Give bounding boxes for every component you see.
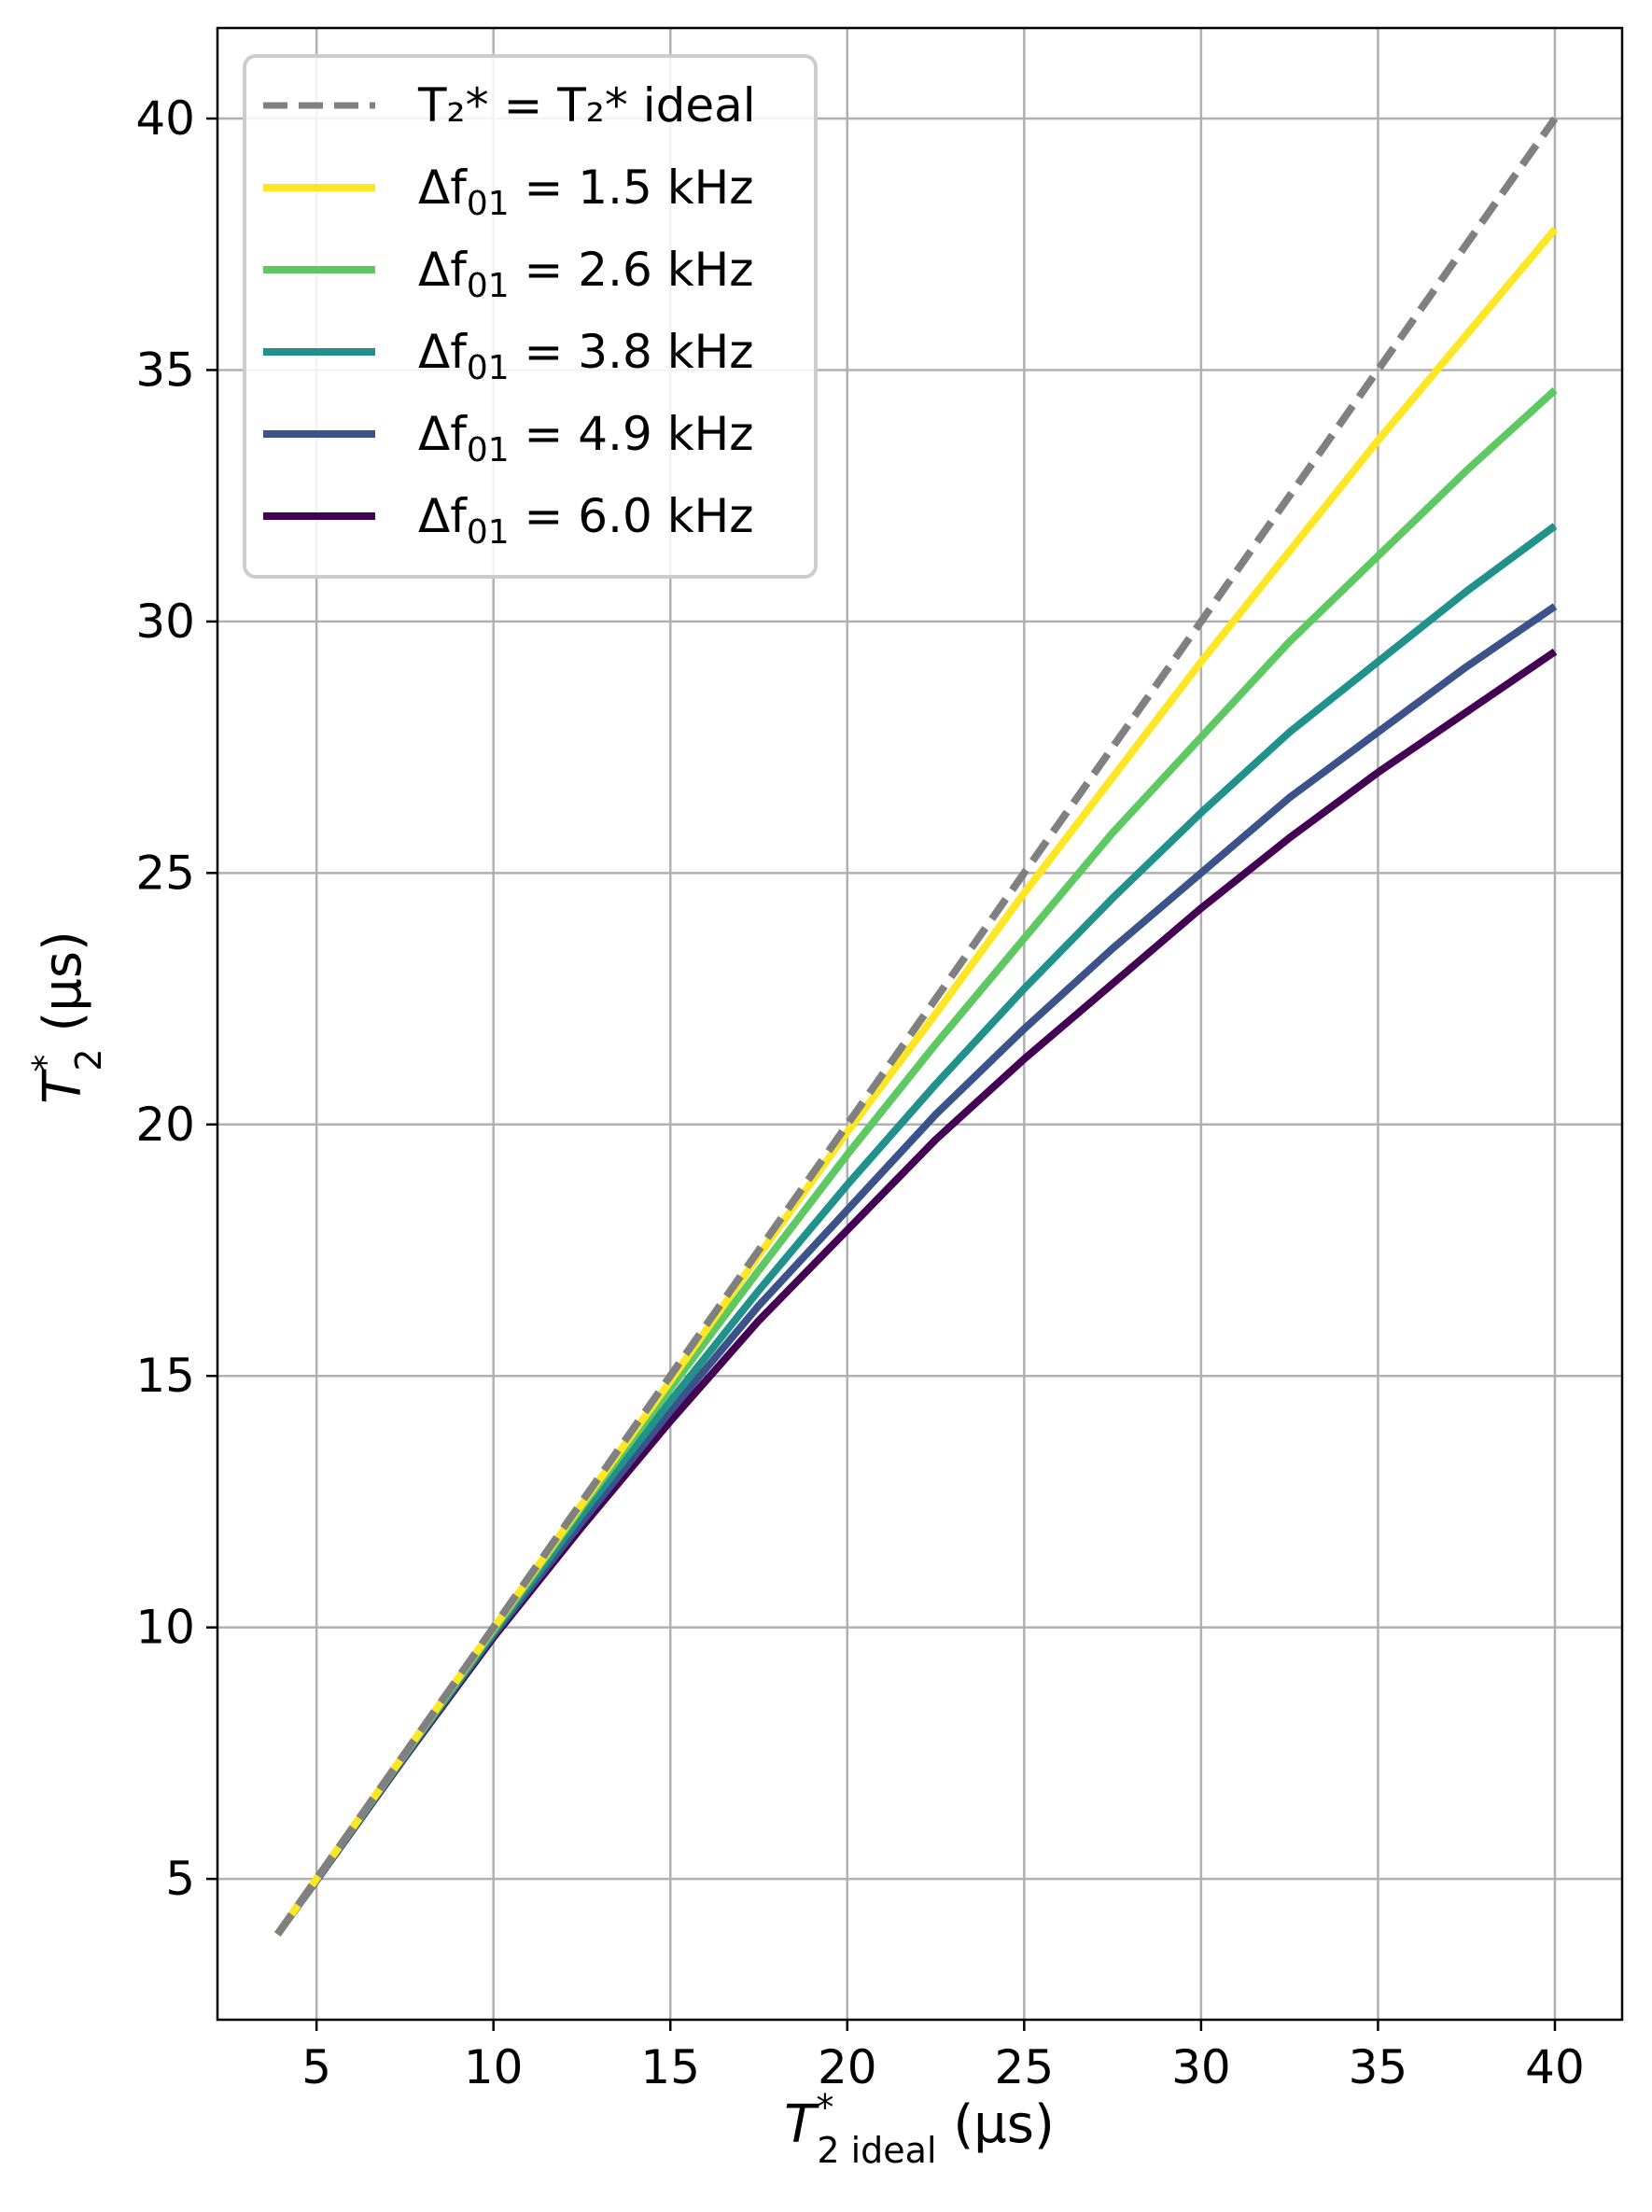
y-tick-label: 25	[135, 846, 195, 900]
legend-label-3-8-khz: Δf01 = 3.8 kHz	[418, 325, 754, 387]
y-tick-label: 30	[135, 595, 195, 649]
y-tick-label: 15	[135, 1349, 195, 1403]
legend-label-1-5-khz: Δf01 = 1.5 kHz	[418, 161, 754, 223]
x-tick-label: 10	[464, 2040, 524, 2094]
series-line-ideal	[274, 116, 1559, 1937]
legend-label-6-0-khz: Δf01 = 6.0 kHz	[418, 489, 754, 552]
y-tick-label: 10	[135, 1601, 195, 1655]
x-axis-label: T* 2 ideal (μs)	[784, 2087, 1055, 2171]
y-tick-label: 40	[135, 91, 195, 146]
legend-label-2-6-khz: Δf01 = 2.6 kHz	[418, 243, 754, 305]
x-tick-label: 35	[1349, 2040, 1408, 2094]
plot-frame	[216, 26, 1624, 2022]
x-tick-label: 15	[640, 2040, 700, 2094]
y-tick-label: 20	[135, 1098, 195, 1152]
y-tick-label: 5	[165, 1852, 195, 1906]
series-lines	[274, 116, 1559, 1937]
x-tick-label: 40	[1525, 2040, 1585, 2094]
legend-box	[243, 54, 818, 579]
x-tick-label: 20	[818, 2040, 877, 2094]
y-axis-label: T*2 (μs)	[25, 931, 109, 1104]
legend: T₂* = T₂* ideal Δf01 = 1.5 kHz Δf01 = 2.6 …	[243, 54, 818, 579]
x-tick-label: 25	[995, 2040, 1055, 2094]
y-tick-label: 35	[135, 343, 195, 397]
x-tick-label: 5	[301, 2040, 331, 2094]
axis-ticks: 5 10 15 20 25 30 35 40 5 10 15 20 25 30 35 40	[135, 91, 1584, 2094]
legend-label-4-9-khz: Δf01 = 4.9 kHz	[418, 407, 754, 469]
x-tick-label: 30	[1171, 2040, 1231, 2094]
legend-label-ideal: T₂* = T₂* ideal	[417, 78, 756, 133]
